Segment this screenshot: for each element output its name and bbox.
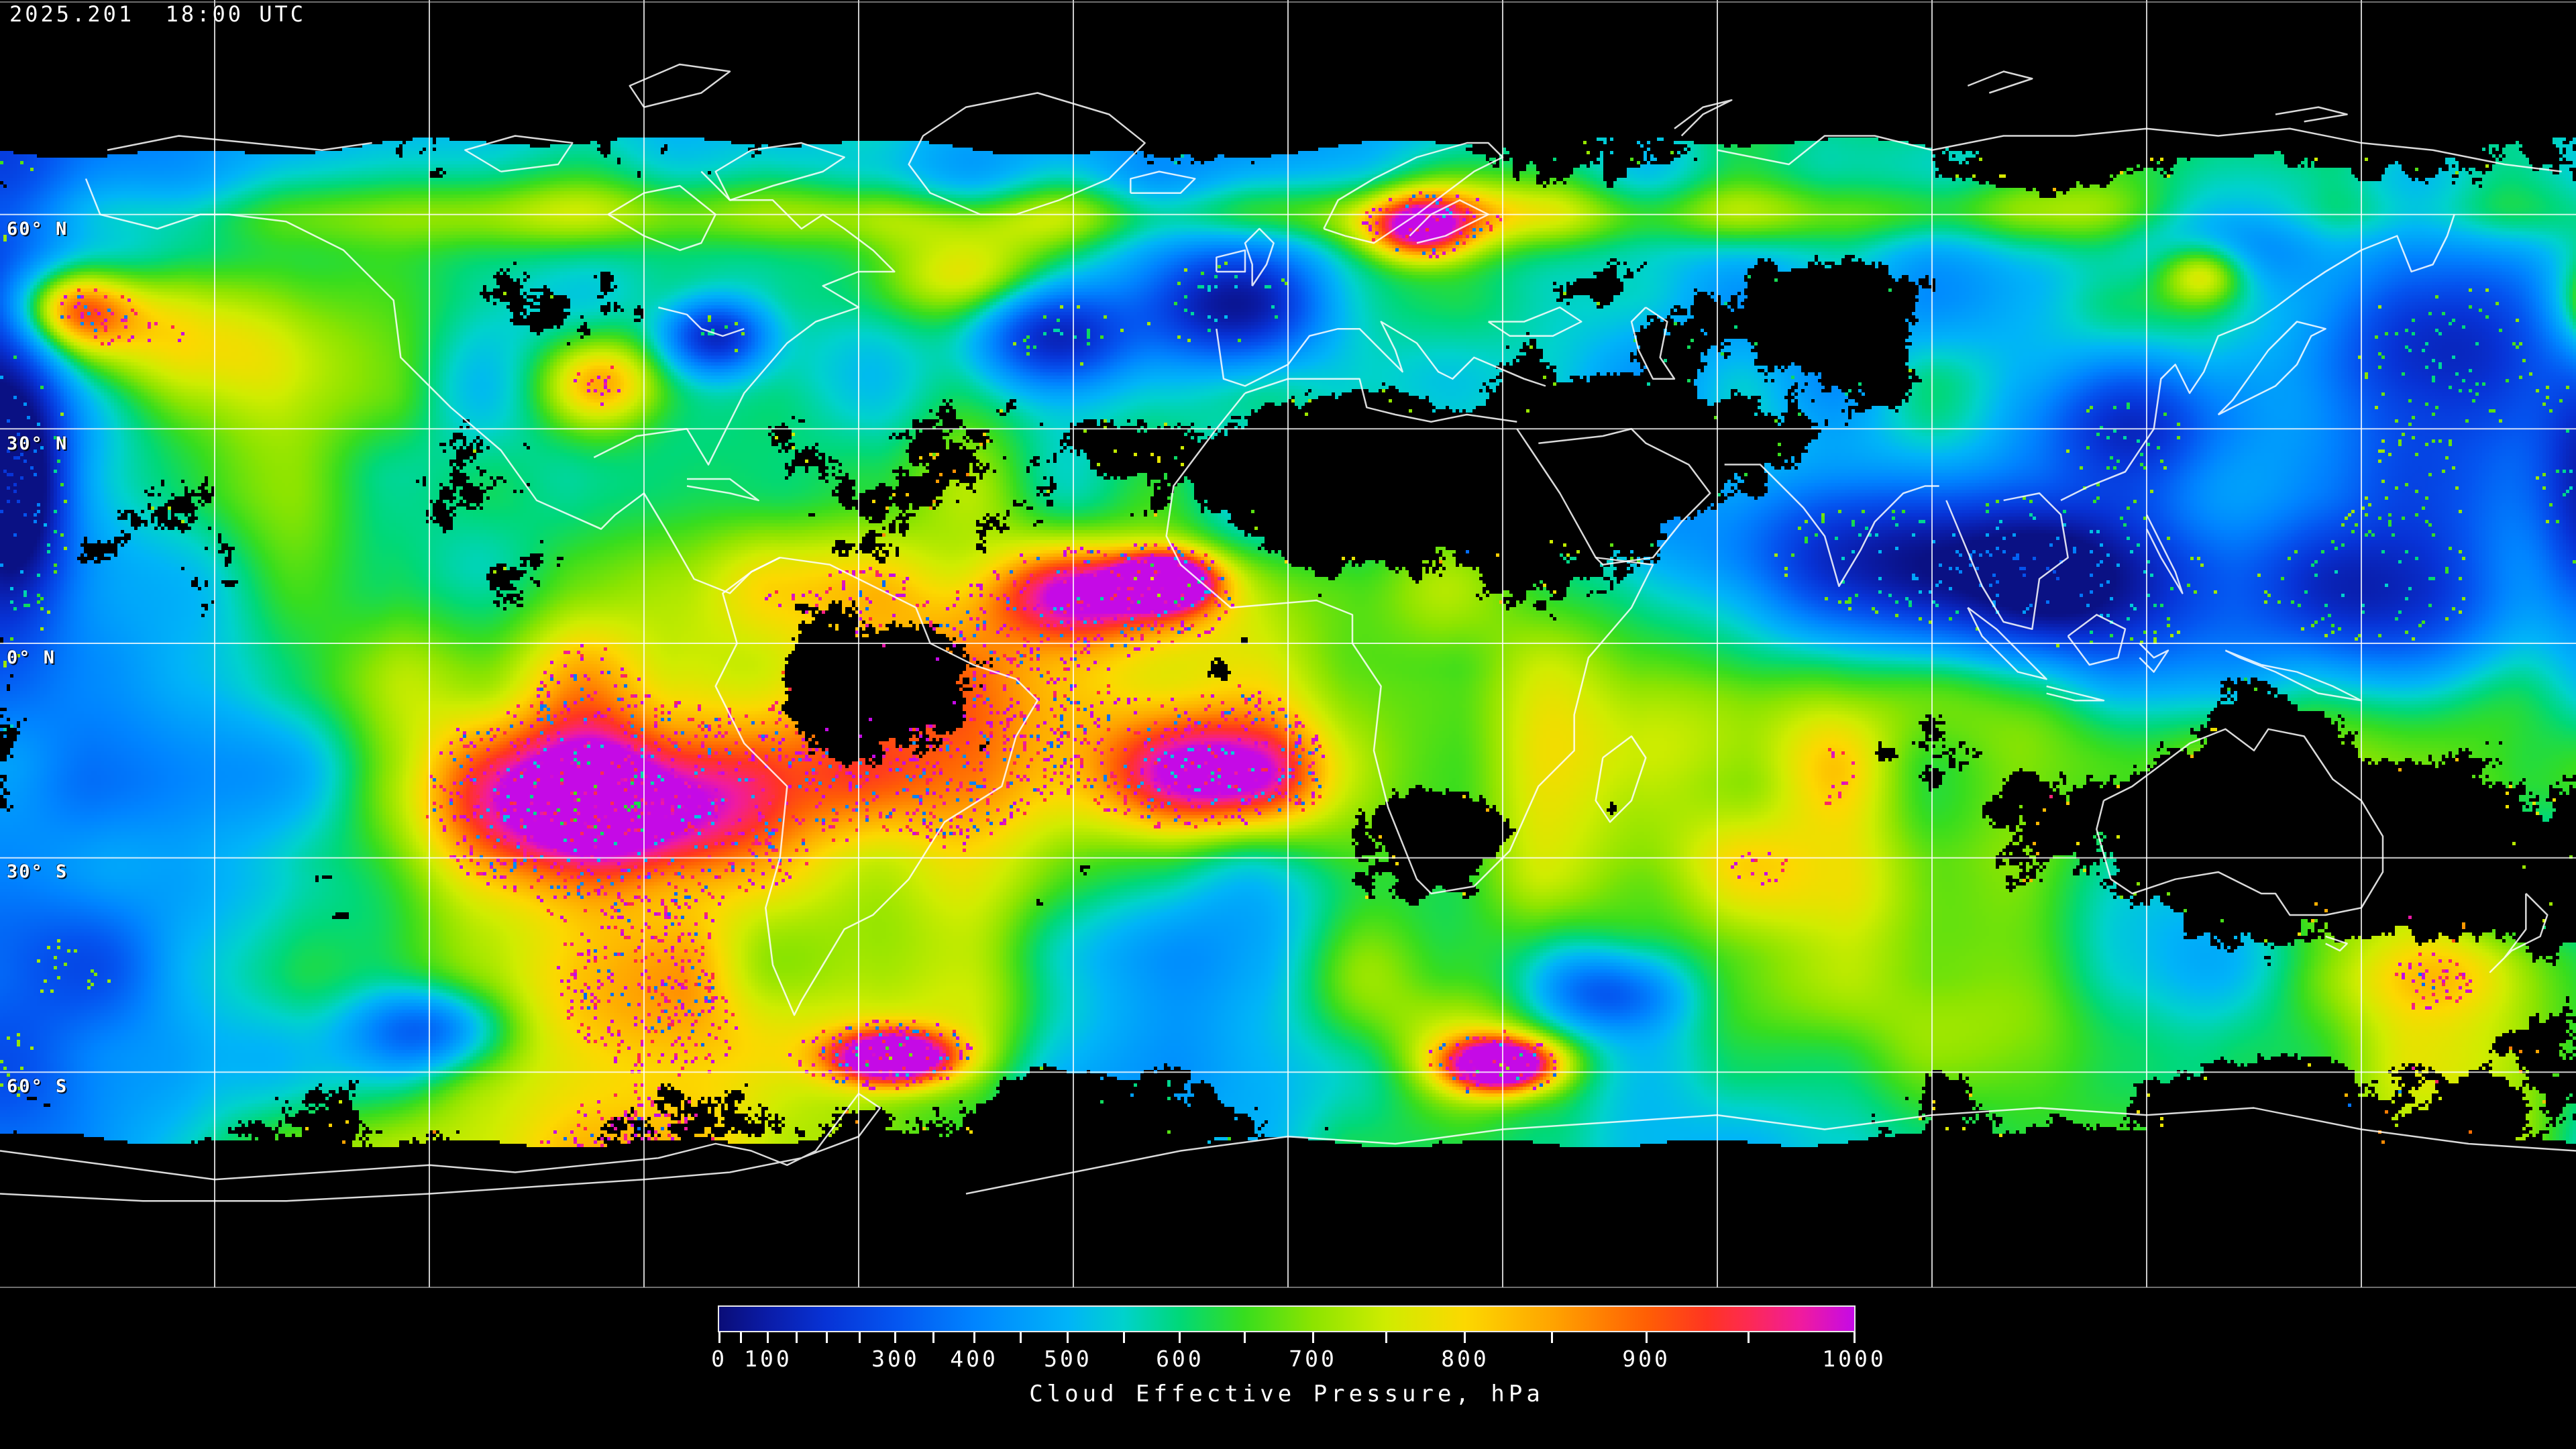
colorbar-tick [718, 1332, 720, 1343]
colorbar-tick [740, 1332, 743, 1343]
colorbar-tick-label: 300 [871, 1346, 920, 1372]
colorbar-tick-label: 100 [744, 1346, 792, 1372]
colorbar-tick-label: 400 [950, 1346, 998, 1372]
colorbar-tick [932, 1332, 935, 1343]
colorbar-tick [1311, 1332, 1314, 1343]
lat-label-30s: 30° S [7, 861, 68, 882]
colorbar-tick [1853, 1332, 1856, 1343]
lat-label-60s: 60° S [7, 1076, 68, 1097]
colorbar-tick-label: 600 [1156, 1346, 1204, 1372]
colorbar-tick [1645, 1332, 1648, 1343]
colorbar-tick [825, 1332, 828, 1343]
colorbar-tick-label: 700 [1289, 1346, 1337, 1372]
colorbar-gradient-bar [718, 1305, 1856, 1332]
lat-label-60n: 60° N [7, 219, 68, 239]
colorbar-tick [1747, 1332, 1750, 1343]
colorbar-tick [1464, 1332, 1466, 1343]
lat-label-0n: 0° N [7, 647, 56, 668]
lat-label-30n: 30° N [7, 433, 68, 454]
colorbar-tick [1550, 1332, 1553, 1343]
colorbar-tick-label: 800 [1441, 1346, 1489, 1372]
colorbar-tick [973, 1332, 975, 1343]
colorbar-tick-label: 900 [1622, 1346, 1670, 1372]
colorbar-tick-label: 500 [1044, 1346, 1092, 1372]
colorbar-tick [1122, 1332, 1125, 1343]
colorbar-tick [1179, 1332, 1181, 1343]
colorbar-tick [1385, 1332, 1387, 1343]
colorbar-tick [1243, 1332, 1246, 1343]
colorbar-tick [1067, 1332, 1069, 1343]
colorbar-tick-label: 1000 [1822, 1346, 1886, 1372]
colorbar-title: Cloud Effective Pressure, hPa [1029, 1381, 1544, 1407]
colorbar-tick [767, 1332, 769, 1343]
colorbar-tick-label: 0 [711, 1346, 727, 1372]
colorbar-tick [795, 1332, 798, 1343]
colorbar: 0 100 300 400 500 600 700 800 900 1000 Cloud Effe… [711, 1305, 1884, 1407]
colorbar-tick [1019, 1332, 1022, 1343]
colorbar-tick [894, 1332, 897, 1343]
timestamp: 2025.201 18:00 UTC [9, 1, 307, 27]
colorbar-tick [859, 1332, 861, 1343]
